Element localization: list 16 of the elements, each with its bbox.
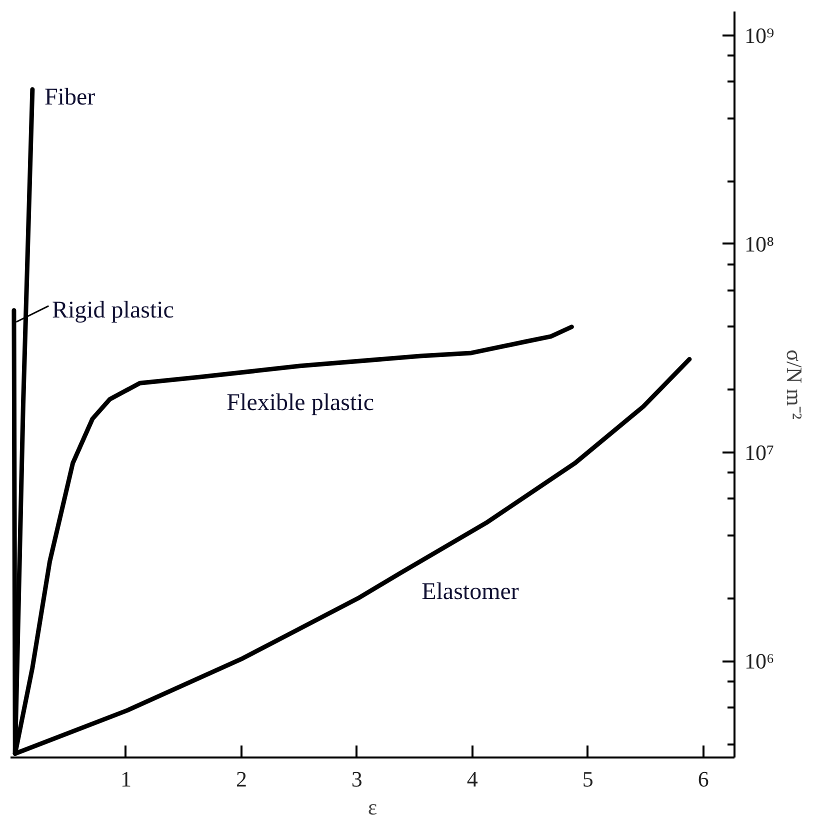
legend-label: Rigid plastic bbox=[52, 297, 174, 324]
x-tick-label: 2 bbox=[236, 766, 247, 792]
y-tick-label: 10⁹ bbox=[744, 22, 774, 48]
y-tick-label: 10⁶ bbox=[744, 648, 774, 674]
x-axis-title: ε bbox=[368, 794, 378, 820]
x-tick-label: 5 bbox=[582, 766, 594, 792]
y-tick-label: 10⁷ bbox=[744, 440, 774, 465]
x-tick-label: 3 bbox=[351, 766, 362, 792]
x-tick-label: 1 bbox=[120, 766, 132, 792]
y-tick-label: 10⁸ bbox=[744, 231, 774, 256]
series-label: Elastomer bbox=[422, 578, 519, 605]
x-tick-label: 6 bbox=[698, 766, 709, 792]
series-label: Fiber bbox=[44, 84, 96, 110]
series-label: Flexible plastic bbox=[226, 390, 374, 416]
x-tick-label: 4 bbox=[466, 766, 478, 792]
y-axis-title: σ/N m⁻² bbox=[782, 349, 808, 420]
